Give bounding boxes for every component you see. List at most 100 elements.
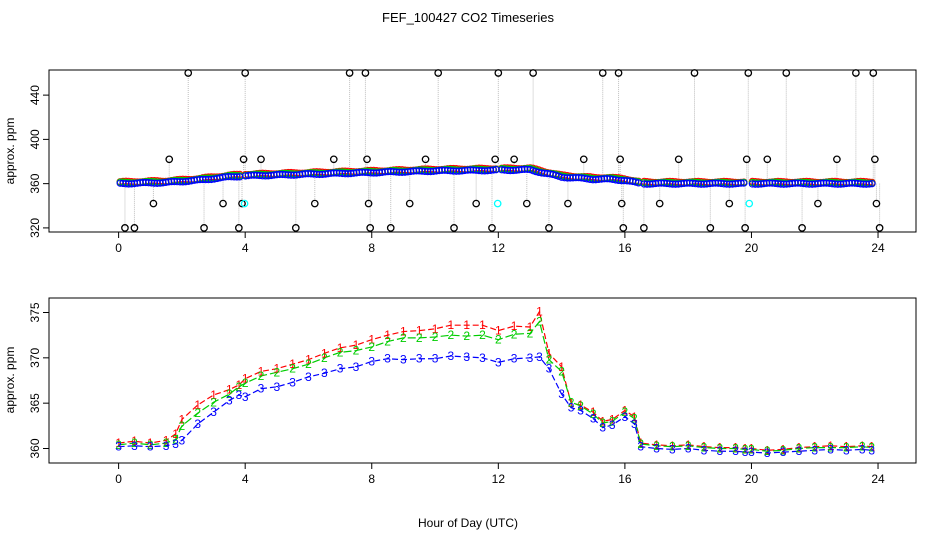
panel-bottom-series-1-label: 1 (305, 353, 312, 367)
panel-bottom-series-1-label: 1 (653, 438, 660, 452)
panel-bottom-x-tick-label: 24 (871, 472, 885, 486)
panel-bottom-series-2-label: 2 (448, 328, 455, 342)
panel-bottom-series-2-label: 2 (527, 326, 534, 340)
panel-bottom-series-2-label: 2 (631, 412, 638, 426)
panel-top-black-point (472, 199, 481, 208)
panel-bottom-series-2-label: 2 (147, 438, 154, 452)
panel-bottom-series-3-label: 3 (653, 441, 660, 455)
panel-bottom-series-1-label: 1 (764, 443, 771, 457)
panel-bottom-series-2-label: 2 (305, 357, 312, 371)
panel-bottom-series-2-label: 2 (131, 436, 138, 450)
panel-bottom-series-2-label: 2 (511, 327, 518, 341)
panel-bottom-series-3-label: 3 (609, 418, 616, 432)
panel-bottom-series-1-label: 1 (622, 403, 629, 417)
panel-bottom-series-2-label: 2 (685, 439, 692, 453)
panel-top-black-point (405, 199, 414, 208)
panel-bottom-series-1-label: 1 (179, 412, 186, 426)
panel-bottom-series-2-label: 2 (115, 438, 122, 452)
panel-top-black-point (310, 199, 319, 208)
panel-bottom-series-1-label: 1 (827, 439, 834, 453)
panel-top-black-point (364, 199, 373, 208)
panel-bottom-series-2-line (118, 320, 872, 452)
panel-top-black-point (491, 155, 500, 164)
panel-bottom-series-3-label: 3 (796, 444, 803, 458)
figure-x-axis-label: Hour of Day (UTC) (418, 516, 518, 530)
panel-bottom-series-3-label: 3 (701, 443, 708, 457)
panel-bottom-series-1-label: 1 (536, 305, 543, 319)
panel-bottom-series-3-label: 3 (337, 362, 344, 376)
panel-bottom-series-2-label: 2 (416, 331, 423, 345)
panel-bottom-series-1-label: 1 (416, 324, 423, 338)
panel-bottom-series-1-label: 1 (669, 439, 676, 453)
panel-bottom-series-3-label: 3 (568, 401, 575, 415)
panel-top-black-point (579, 155, 588, 164)
panel-bottom-series-1-line (118, 310, 872, 451)
panel-bottom-series-1-label: 1 (609, 412, 616, 426)
panel-top-series-3-point (489, 166, 497, 174)
panel-bottom-series-2-label: 2 (400, 331, 407, 345)
panel-top-black-point (674, 155, 683, 164)
panel-top-series-3-point (740, 179, 748, 187)
panel-bottom-series-1-label: 1 (511, 319, 518, 333)
panel-bottom-series-3-label: 3 (811, 443, 818, 457)
panel-bottom-series-2-label: 2 (242, 376, 249, 390)
panel-bottom-series-2-label: 2 (321, 351, 328, 365)
panel-top-calibration-points (240, 199, 754, 208)
panel-top-x-tick-label: 8 (368, 241, 375, 255)
panel-bottom-series-3-label: 3 (577, 403, 584, 417)
panel-bottom-series-2-label: 2 (609, 414, 616, 428)
panel-bottom-series-3-label: 3 (622, 410, 629, 424)
panel-top-calibration-point (493, 199, 502, 208)
panel-bottom-series-1-label: 1 (599, 414, 606, 428)
panel-top-black-point (763, 155, 772, 164)
panel-bottom-series-3-label: 3 (400, 353, 407, 367)
panel-bottom-series-1-label: 1 (448, 318, 455, 332)
panel-top-x-axis: 0 4 8 12 16 20 24 (115, 232, 885, 255)
panel-bottom-series-1-label: 1 (701, 440, 708, 454)
panel-bottom-x-tick-label: 8 (368, 472, 375, 486)
panel-bottom-y-axis: 360 365 370 375 (28, 302, 49, 459)
panel-top-x-tick-label: 12 (492, 241, 506, 255)
panel-bottom-series-2-label: 2 (859, 440, 866, 454)
panel-top-black-point (545, 224, 553, 232)
panel-bottom-series-3-label: 3 (258, 382, 265, 396)
panel-bottom-series-2-label: 2 (432, 330, 439, 344)
panel-bottom-x-tick-label: 0 (115, 472, 122, 486)
panel-bottom-series-3-label: 3 (669, 442, 676, 456)
panel-top-y-axis-label: approx. ppm (3, 118, 17, 185)
panel-bottom-series-1-label: 1 (796, 441, 803, 455)
panel-bottom-series-2-label: 2 (577, 399, 584, 413)
panel-top-black-point (130, 224, 139, 232)
panel-top-black-point (742, 155, 751, 164)
panel-bottom-series-1-label: 1 (236, 378, 243, 392)
panel-bottom-series-1-label: 1 (131, 434, 138, 448)
panel-top-black-point (386, 224, 395, 232)
panel-top-black-point (200, 224, 208, 232)
panel-top-black-point (871, 155, 879, 164)
panel-bottom-series-2-label: 2 (748, 442, 755, 456)
panel-bottom-series-3-label: 3 (599, 421, 606, 435)
panel-bottom-series-1-label: 1 (631, 410, 638, 424)
panel-bottom-series-2-label: 2 (210, 395, 217, 409)
panel-top-black-point (814, 199, 822, 208)
panel-bottom-series-3-line (118, 355, 872, 454)
panel-bottom-series-3-label: 3 (384, 352, 391, 366)
panel-top-black-point (833, 155, 841, 164)
panel-bottom-series-2-label: 2 (236, 380, 243, 394)
panel-bottom-series-1-label: 1 (273, 362, 280, 376)
panel-bottom-series-1-label: 1 (321, 346, 328, 360)
panel-bottom-series-2-label: 2 (273, 365, 280, 379)
panel-bottom-series-1-label: 1 (868, 440, 875, 454)
panel-bottom-series-1-label: 1 (577, 398, 584, 412)
panel-bottom-series-2-label: 2 (653, 439, 660, 453)
panel-top-black-point (619, 224, 628, 232)
panel-bottom-series-2-label: 2 (384, 335, 391, 349)
panel-bottom-series-1-label: 1 (479, 318, 486, 332)
panel-top-black-point (616, 155, 624, 164)
panel-bottom-series-1-label: 1 (163, 433, 170, 447)
panel-bottom-series-2-label: 2 (669, 440, 676, 454)
panel-bottom-series-1-label: 1 (226, 383, 233, 397)
panel-top-plot-frame (48, 69, 917, 233)
panel-bottom-series-2-label: 2 (701, 441, 708, 455)
panel-top-y-tick-label: 440 (28, 85, 42, 105)
